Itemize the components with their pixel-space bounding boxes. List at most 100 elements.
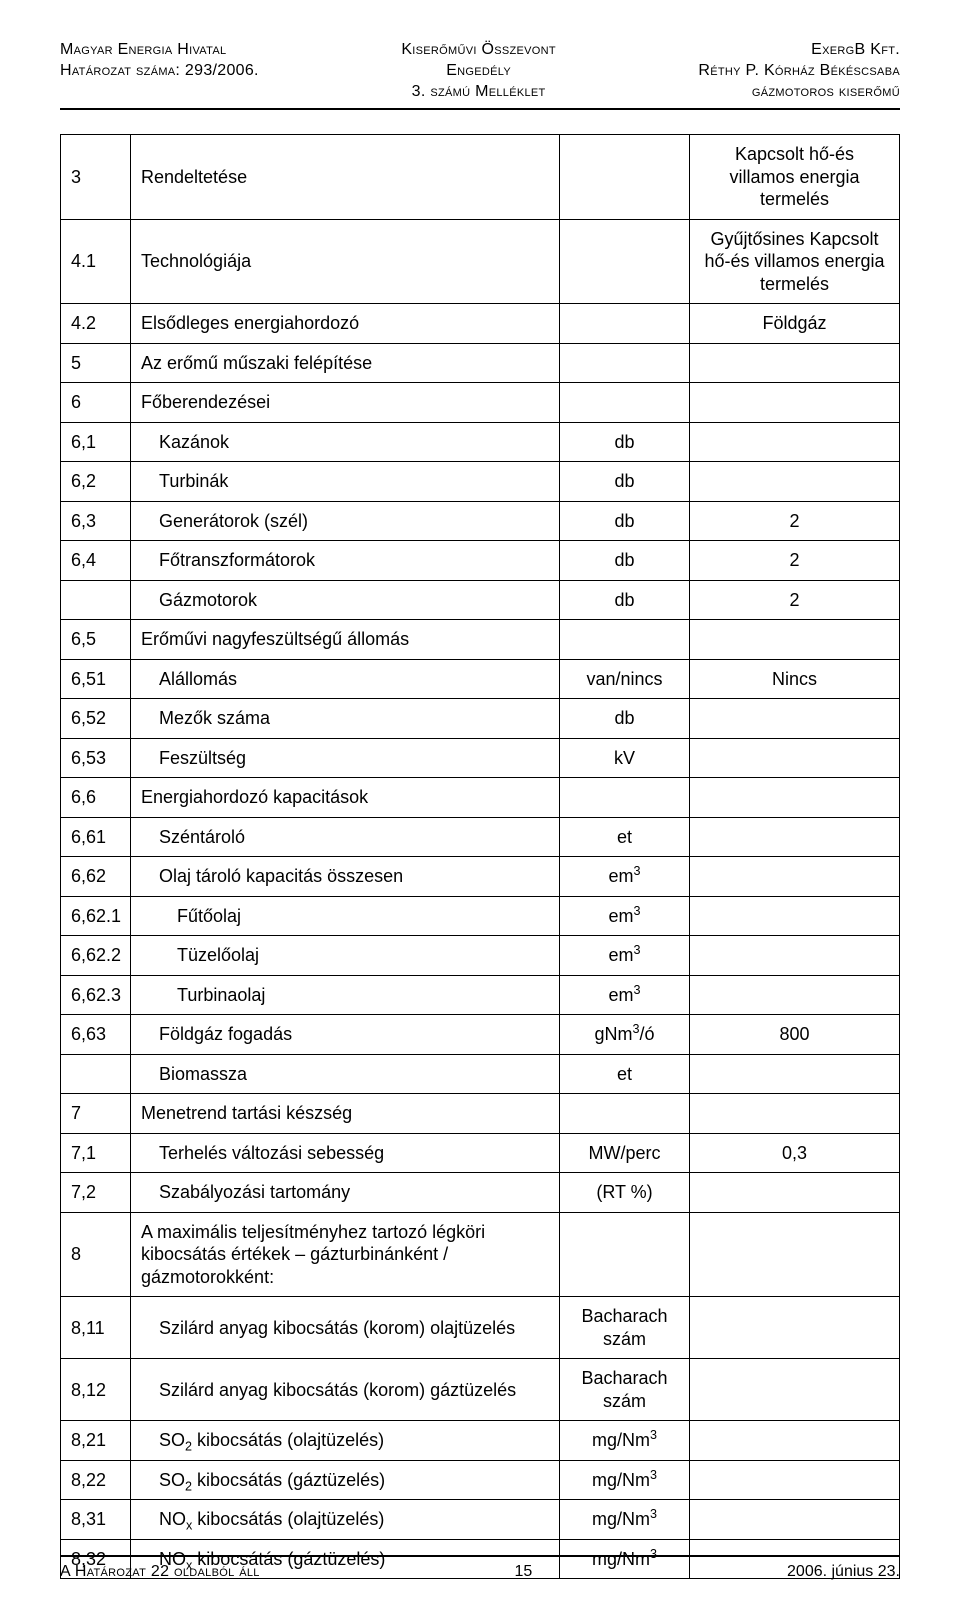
row-unit: em3 xyxy=(560,857,690,897)
page-header: Magyar Energia Hivatal Határozat száma: … xyxy=(60,40,900,110)
row-number: 8,21 xyxy=(61,1421,131,1461)
table-row: 4.1Technológiája Gyűjtősines Kapcsolt hő-… xyxy=(61,219,900,304)
row-description: Technológiája xyxy=(131,219,560,304)
row-number: 6,3 xyxy=(61,501,131,541)
header-left-line1: Magyar Energia Hivatal xyxy=(60,40,259,61)
row-number: 6,63 xyxy=(61,1015,131,1055)
row-value xyxy=(690,936,900,976)
header-right-line2: Réthy P. Kórház Békéscsaba xyxy=(698,61,900,82)
row-unit: em3 xyxy=(560,936,690,976)
row-unit xyxy=(560,778,690,818)
table-row: 7Menetrend tartási készség xyxy=(61,1094,900,1134)
table-row: 6,51Alállomásvan/nincsNincs xyxy=(61,659,900,699)
row-value xyxy=(690,1054,900,1094)
row-number: 6,62.2 xyxy=(61,936,131,976)
row-value: Nincs xyxy=(690,659,900,699)
row-unit: kV xyxy=(560,738,690,778)
row-unit: mg/Nm3 xyxy=(560,1460,690,1500)
row-number: 6,1 xyxy=(61,422,131,462)
table-row: 6,62Olaj tároló kapacitás összesenem3 xyxy=(61,857,900,897)
table-row: 8,11Szilárd anyag kibocsátás (korom) ola… xyxy=(61,1297,900,1359)
row-unit: db xyxy=(560,541,690,581)
row-value xyxy=(690,738,900,778)
data-table: 3RendeltetéseKapcsolt hő-és villamos ene… xyxy=(60,134,900,1579)
row-unit: db xyxy=(560,699,690,739)
row-value xyxy=(690,1460,900,1500)
row-description: Feszültség xyxy=(131,738,560,778)
row-value xyxy=(690,1094,900,1134)
row-description: SO2 kibocsátás (olajtüzelés) xyxy=(131,1421,560,1461)
row-description: Turbinák xyxy=(131,462,560,502)
row-description: Szilárd anyag kibocsátás (korom) gáztüze… xyxy=(131,1359,560,1421)
row-description: SO2 kibocsátás (gáztüzelés) xyxy=(131,1460,560,1500)
row-unit: gNm3/ó xyxy=(560,1015,690,1055)
header-left-line2: Határozat száma: 293/2006. xyxy=(60,61,259,82)
row-number: 6,62.1 xyxy=(61,896,131,936)
table-row: 6,53FeszültségkV xyxy=(61,738,900,778)
row-number: 8 xyxy=(61,1212,131,1297)
header-right-line3: gázmotoros kiserőmű xyxy=(698,82,900,103)
row-number: 6,61 xyxy=(61,817,131,857)
table-row: 6,1Kazánokdb xyxy=(61,422,900,462)
row-value xyxy=(690,896,900,936)
row-unit xyxy=(560,304,690,344)
row-number: 6,52 xyxy=(61,699,131,739)
row-value xyxy=(690,857,900,897)
table-row: 6,63Földgáz fogadásgNm3/ó800 xyxy=(61,1015,900,1055)
row-value xyxy=(690,1421,900,1461)
row-unit: db xyxy=(560,422,690,462)
row-description: Alállomás xyxy=(131,659,560,699)
row-description: Energiahordozó kapacitások xyxy=(131,778,560,818)
row-number: 4.1 xyxy=(61,219,131,304)
row-value xyxy=(690,343,900,383)
table-row: 7,1Terhelés változási sebességMW/perc0,3 xyxy=(61,1133,900,1173)
row-number: 6,2 xyxy=(61,462,131,502)
row-number: 8,31 xyxy=(61,1500,131,1540)
document-page: Magyar Energia Hivatal Határozat száma: … xyxy=(0,0,960,1609)
row-number: 6,53 xyxy=(61,738,131,778)
row-description: Elsődleges energiahordozó xyxy=(131,304,560,344)
table-row: 8,31NOx kibocsátás (olajtüzelés)mg/Nm3 xyxy=(61,1500,900,1540)
table-row: 8,22SO2 kibocsátás (gáztüzelés)mg/Nm3 xyxy=(61,1460,900,1500)
table-row: Biomasszaet xyxy=(61,1054,900,1094)
row-number xyxy=(61,1054,131,1094)
row-unit xyxy=(560,383,690,423)
row-value xyxy=(690,422,900,462)
row-value xyxy=(690,975,900,1015)
row-value xyxy=(690,1359,900,1421)
table-row: 8A maximális teljesítményhez tartozó lég… xyxy=(61,1212,900,1297)
row-number: 6,5 xyxy=(61,620,131,660)
row-number: 6,4 xyxy=(61,541,131,581)
row-number: 8,12 xyxy=(61,1359,131,1421)
footer-left: A Határozat 22 oldalból áll xyxy=(60,1563,260,1581)
row-description: Szabályozási tartomány xyxy=(131,1173,560,1213)
footer-page-number: 15 xyxy=(514,1563,532,1581)
row-value: 800 xyxy=(690,1015,900,1055)
row-value xyxy=(690,1500,900,1540)
row-value: 2 xyxy=(690,501,900,541)
table-row: 5Az erőmű műszaki felépítése xyxy=(61,343,900,383)
table-row: 7,2Szabályozási tartomány(RT %) xyxy=(61,1173,900,1213)
row-description: A maximális teljesítményhez tartozó légk… xyxy=(131,1212,560,1297)
footer-date: 2006. június 23. xyxy=(787,1563,900,1581)
row-number: 4.2 xyxy=(61,304,131,344)
header-center-line1: Kiserőművi Összevont xyxy=(401,40,556,61)
row-unit: (RT %) xyxy=(560,1173,690,1213)
row-unit: et xyxy=(560,817,690,857)
row-description: Turbinaolaj xyxy=(131,975,560,1015)
row-value: Gyűjtősines Kapcsolt hő-és villamos ener… xyxy=(690,219,900,304)
table-row: 8,21SO2 kibocsátás (olajtüzelés)mg/Nm3 xyxy=(61,1421,900,1461)
row-unit: mg/Nm3 xyxy=(560,1421,690,1461)
page-footer: A Határozat 22 oldalból áll 15 2006. jún… xyxy=(60,1555,900,1581)
row-value xyxy=(690,1173,900,1213)
row-number: 6,62.3 xyxy=(61,975,131,1015)
row-value xyxy=(690,1297,900,1359)
row-number: 7,1 xyxy=(61,1133,131,1173)
row-number: 8,11 xyxy=(61,1297,131,1359)
table-row: 6,5Erőművi nagyfeszültségű állomás xyxy=(61,620,900,660)
row-value xyxy=(690,1212,900,1297)
row-unit xyxy=(560,135,690,220)
row-number: 6 xyxy=(61,383,131,423)
row-description: Generátorok (szél) xyxy=(131,501,560,541)
row-description: Fűtőolaj xyxy=(131,896,560,936)
